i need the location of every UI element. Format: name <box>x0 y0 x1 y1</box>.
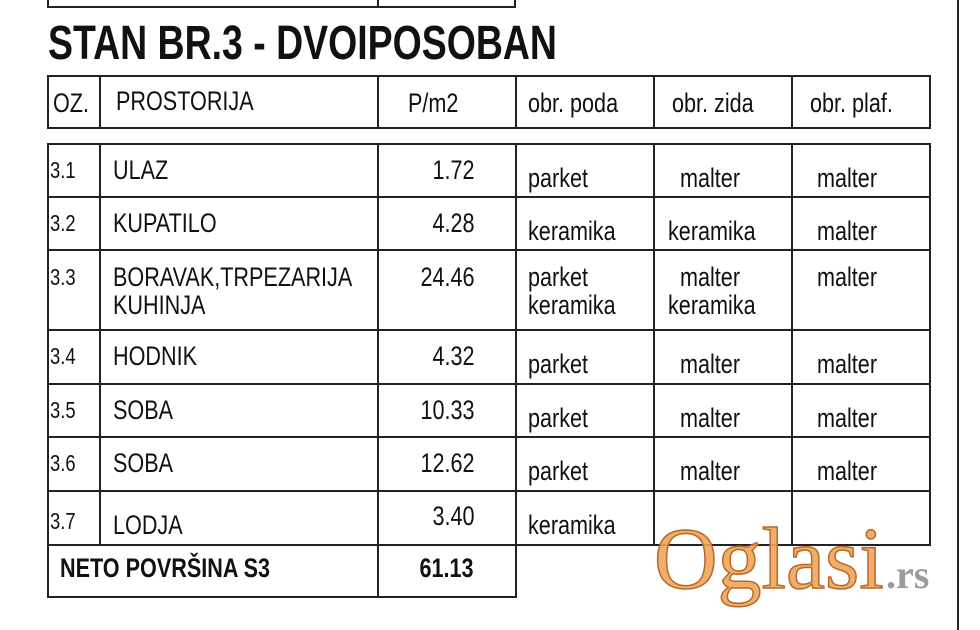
cell-wall-2: keramika <box>668 290 756 320</box>
cell-floor: keramika <box>528 216 616 246</box>
cell-area: 4.28 <box>432 208 475 238</box>
divider <box>377 0 379 8</box>
cell-floor: parket <box>528 456 589 486</box>
cell-ceiling: malter <box>817 349 878 379</box>
cell-oz: 3.2 <box>50 210 76 236</box>
cell-area: 1.72 <box>432 155 475 185</box>
cell-oz: 3.6 <box>50 450 76 476</box>
cell-floor-2: keramika <box>528 290 616 320</box>
cell-area: 4.32 <box>432 341 475 371</box>
header-area: P/m2 <box>408 88 459 118</box>
cell-ceiling: malter <box>817 262 878 292</box>
cell-floor: parket <box>528 163 589 193</box>
cell-ceiling: malter <box>817 216 878 246</box>
cell-ceiling: malter <box>817 456 878 486</box>
cell-ceiling: malter <box>817 403 878 433</box>
cell-oz: 3.7 <box>50 508 76 534</box>
svg-text:.rs: .rs <box>886 552 929 597</box>
cell-oz: 3.1 <box>50 157 76 183</box>
header-floor: obr. poda <box>528 88 619 118</box>
cell-wall: keramika <box>668 216 756 246</box>
cell-area: 10.33 <box>420 395 475 425</box>
header-wall: obr. zida <box>672 88 754 118</box>
cell-name-2: KUHINJA <box>113 290 206 320</box>
page-title: STAN BR.3 - DVOIPOSOBAN <box>48 17 557 70</box>
total-value: 61.13 <box>419 553 474 583</box>
cell-name: HODNIK <box>113 341 198 371</box>
cell-name: SOBA <box>113 448 174 478</box>
cell-oz: 3.3 <box>50 264 76 290</box>
cell-name: KUPATILO <box>113 208 217 238</box>
cell-name: LODJA <box>113 510 183 540</box>
cell-area: 3.40 <box>432 501 475 531</box>
cell-oz: 3.5 <box>50 397 76 423</box>
oglasi-watermark-logo: Oglasi .rs <box>653 510 929 609</box>
total-label: NETO POVRŠINA S3 <box>60 553 271 583</box>
cell-oz: 3.4 <box>50 343 76 369</box>
cell-wall: malter <box>680 456 741 486</box>
header-table <box>47 75 931 129</box>
page-border <box>957 0 959 630</box>
cell-wall: malter <box>680 349 741 379</box>
previous-table-remnant <box>47 0 516 8</box>
cell-area: 12.62 <box>420 448 475 478</box>
cell-floor: parket <box>528 403 589 433</box>
cell-name: ULAZ <box>113 155 169 185</box>
header-prostorija: PROSTORIJA <box>116 86 254 116</box>
cell-floor: keramika <box>528 510 616 540</box>
cell-name: SOBA <box>113 395 174 425</box>
cell-floor: parket <box>528 262 589 292</box>
cell-floor: parket <box>528 349 589 379</box>
cell-name: BORAVAK,TRPEZARIJA <box>113 262 353 292</box>
cell-wall: malter <box>680 163 741 193</box>
cell-wall: malter <box>680 403 741 433</box>
header-ceiling: obr. plaf. <box>810 88 893 118</box>
cell-wall: malter <box>680 262 741 292</box>
svg-text:Oglasi: Oglasi <box>654 511 884 608</box>
cell-area: 24.46 <box>420 262 475 292</box>
cell-ceiling: malter <box>817 163 878 193</box>
header-oz: OZ. <box>53 88 89 118</box>
